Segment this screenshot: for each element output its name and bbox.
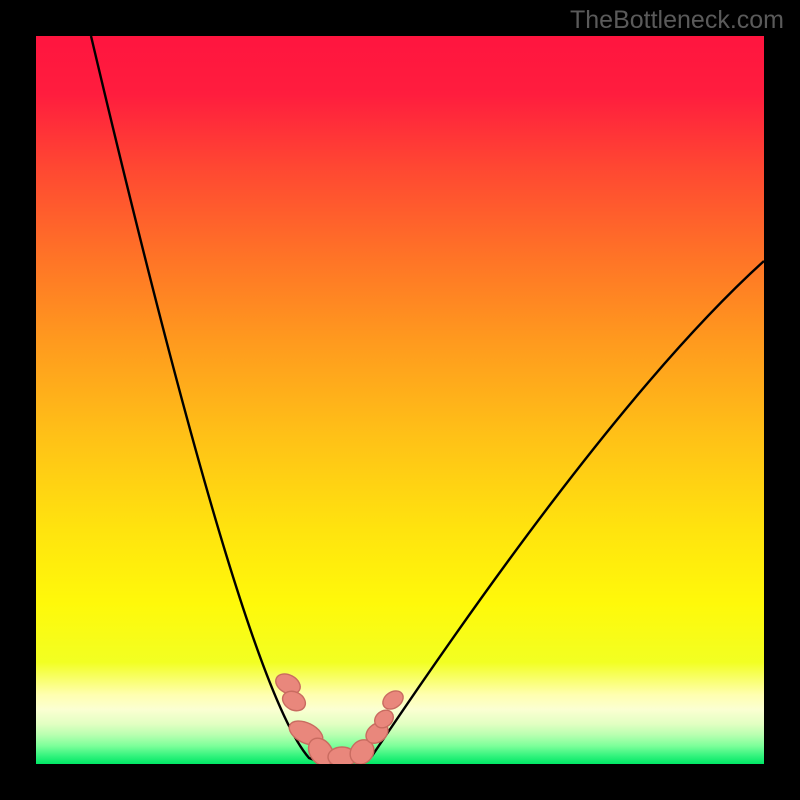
gradient-background bbox=[36, 36, 764, 764]
gradient-v-chart bbox=[36, 36, 764, 764]
chart-canvas: TheBottleneck.com bbox=[0, 0, 800, 800]
plot-area bbox=[36, 36, 764, 764]
watermark-text: TheBottleneck.com bbox=[570, 6, 784, 35]
